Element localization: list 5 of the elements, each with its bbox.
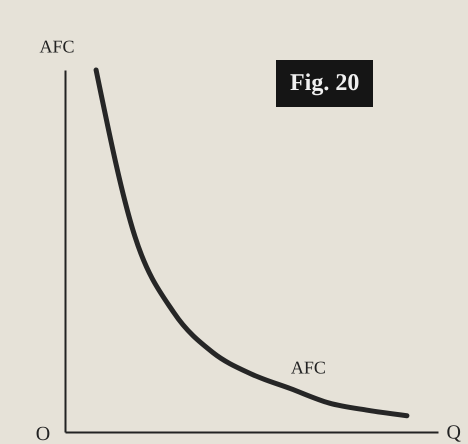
text: O <box>36 423 50 444</box>
series-label: AFC <box>290 358 326 378</box>
y-axis-title: AFC <box>40 36 75 56</box>
x-axis-title: Q <box>446 422 462 444</box>
chart-title: Fig. 20 <box>276 60 374 107</box>
